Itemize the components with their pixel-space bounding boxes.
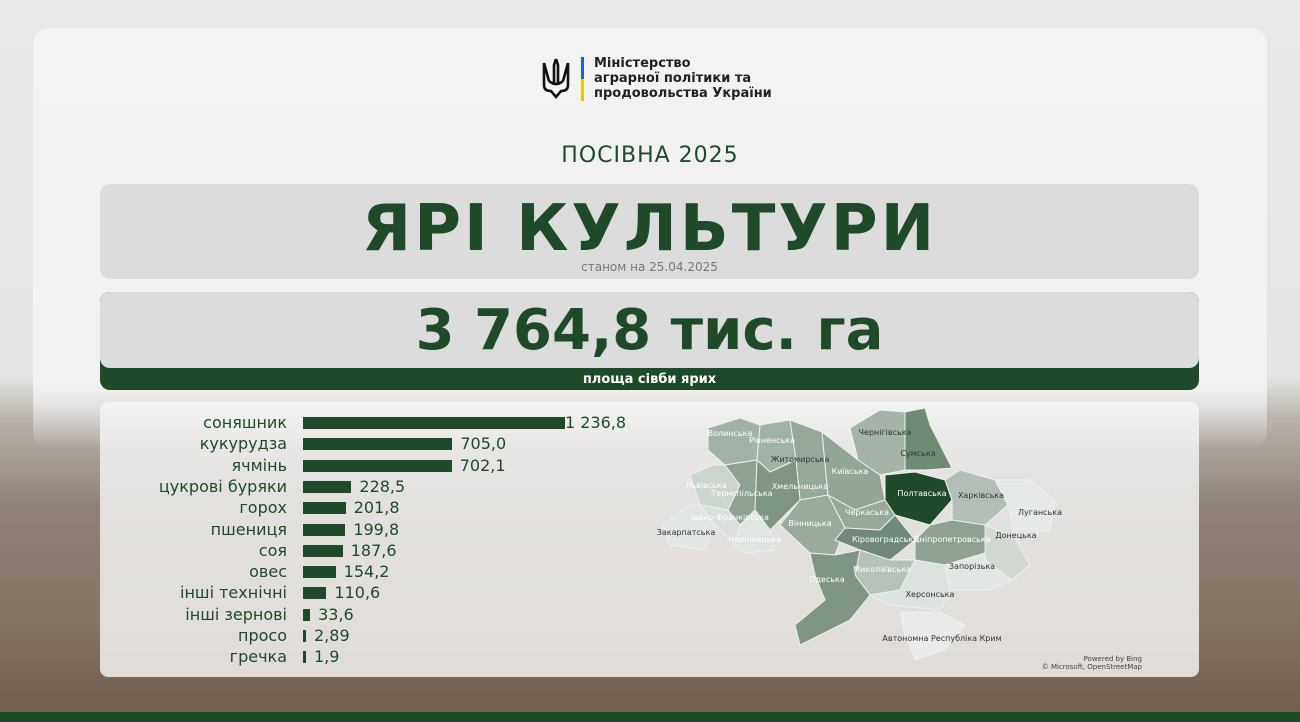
bar-value: 705,0 — [460, 434, 507, 454]
map-credit-line: © Microsoft, OpenStreetMap — [1041, 663, 1142, 671]
map-region-label: Черкаська — [845, 508, 889, 517]
map-region-label: Автономна Республіка Крим — [882, 634, 1001, 643]
bar-label: горох — [239, 498, 287, 518]
map-region[interactable] — [899, 611, 966, 661]
bar-label: соняшник — [203, 413, 287, 432]
bar-value: 2,89 — [314, 626, 350, 645]
map-region-label: Хмельницька — [772, 482, 829, 491]
bar-value: 110,6 — [334, 583, 381, 603]
bar-value: 201,8 — [353, 498, 400, 518]
map-region-label: Харківська — [958, 491, 1004, 500]
map-region-label: Житомирська — [771, 455, 830, 464]
bar — [303, 417, 565, 429]
bottom-strip — [0, 712, 1300, 722]
as-of-date: станом на 25.04.2025 — [581, 260, 718, 274]
map-region-label: Рівненська — [749, 436, 795, 445]
ministry-line: аграрної політики та — [594, 71, 752, 86]
bar-label: цукрові буряки — [158, 476, 287, 496]
map-region-label: Миколаївська — [853, 565, 911, 574]
map-region[interactable] — [904, 407, 953, 471]
bar-label: кукурудза — [199, 434, 287, 454]
bar-value: 199,8 — [353, 519, 400, 539]
bar-label: соя — [258, 540, 287, 560]
bar — [303, 459, 452, 472]
page-title: ЯРІ КУЛЬТУРИ — [361, 192, 938, 266]
map-region-label: Кіровоградська — [852, 535, 918, 544]
map-region[interactable] — [868, 559, 951, 611]
bar — [303, 544, 343, 557]
map-region-label: Луганська — [1018, 508, 1062, 517]
map-credit-line: Powered by Bing — [1083, 655, 1142, 663]
map-region[interactable] — [794, 549, 871, 646]
map-region-label: Сумська — [900, 449, 935, 458]
bar-value: 228,5 — [359, 476, 406, 496]
total-box: 3 764,8 тис. га площа сівби ярих — [100, 292, 1199, 390]
title-box: ЯРІ КУЛЬТУРИ станом на 25.04.2025 — [100, 184, 1199, 279]
map-region-label: Полтавська — [897, 489, 946, 498]
bar — [303, 438, 453, 451]
bar — [303, 523, 346, 536]
bar-value: 1,9 — [314, 647, 340, 667]
map-region-label: Львівська — [685, 481, 726, 490]
bar — [303, 502, 346, 515]
trident-icon — [542, 58, 570, 99]
bar-label: інші технічні — [180, 583, 287, 603]
bar-value: 187,6 — [350, 540, 397, 560]
map-region-label: Івано-Франківська — [691, 513, 769, 522]
map-region[interactable] — [734, 509, 776, 554]
bar — [303, 630, 306, 642]
map-region-label: Волинська — [708, 429, 753, 438]
bar-value: 154,2 — [343, 562, 390, 582]
map-region[interactable] — [994, 479, 1056, 539]
bar-label: пшениця — [210, 519, 287, 539]
bar — [303, 480, 352, 493]
total-caption: площа сівби ярих — [582, 372, 717, 387]
ministry-line: продовольства України — [594, 86, 772, 101]
map-region-label: Запорізька — [949, 562, 995, 571]
ministry-logo: Міністерство аграрної політики та продов… — [541, 56, 772, 101]
bar — [303, 651, 306, 664]
bar-value: 1 236,8 — [565, 413, 627, 432]
bar-label: гречка — [229, 647, 287, 667]
map-region-label: Чернігівська — [859, 428, 912, 437]
campaign-label: ПОСІВНА 2025 — [561, 143, 739, 168]
bar-label: ячмінь — [231, 455, 287, 475]
bar-value: 33,6 — [318, 604, 354, 624]
map-region-label: Донецька — [995, 531, 1036, 540]
map-region-label: Одеська — [809, 575, 845, 584]
map-region-label: Вінницька — [788, 519, 831, 528]
ukraine-flag-stripe — [581, 56, 584, 101]
ministry-name: Міністерство аграрної політики та продов… — [594, 56, 772, 101]
bar-label: овес — [249, 562, 287, 582]
bar-value: 702,1 — [459, 455, 506, 475]
map-credit: Powered by Bing © Microsoft, OpenStreetM… — [1000, 655, 1142, 671]
bar-label: просо — [238, 626, 287, 645]
ministry-line: Міністерство — [594, 56, 691, 71]
map-region-label: Київська — [832, 467, 869, 476]
map-region-label: Тернопільська — [710, 489, 772, 498]
map-region[interactable] — [944, 469, 1009, 526]
bar — [303, 587, 327, 600]
total-area: 3 764,8 тис. га — [415, 298, 884, 363]
map-region-label: Дніпропетровська — [913, 535, 990, 544]
bar — [303, 566, 336, 579]
bar-label: інші зернові — [185, 604, 287, 624]
map-region-label: Закарпатська — [657, 528, 716, 537]
map-region-label: Херсонська — [906, 590, 955, 599]
bar — [303, 608, 311, 621]
map-region-label: Чернівецька — [729, 535, 782, 544]
